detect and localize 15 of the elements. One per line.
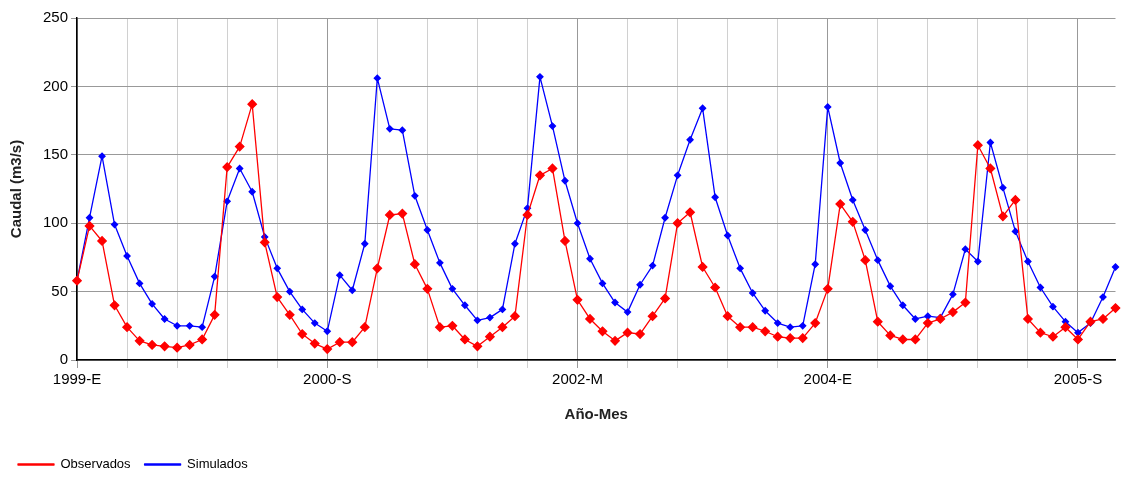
y-tick-label: 150 bbox=[43, 144, 69, 162]
legend-label: Observados bbox=[60, 456, 132, 472]
y-tick-label: 100 bbox=[43, 213, 69, 231]
x-tick-label: 2004-E bbox=[803, 370, 852, 388]
x-tick-label: 1999-E bbox=[52, 370, 102, 388]
y-tick-label: 50 bbox=[51, 281, 69, 299]
x-tick-label: 2005-S bbox=[1053, 370, 1103, 388]
x-axis-title: Año-Mes bbox=[564, 405, 628, 423]
x-tick-label: 2002-M bbox=[552, 370, 603, 388]
y-tick-label: 250 bbox=[43, 8, 69, 26]
legend-label: Simulados bbox=[187, 456, 249, 472]
y-tick-label: 0 bbox=[59, 350, 69, 368]
y-axis-title: Caudal (m3/s) bbox=[7, 139, 25, 239]
x-tick-label: 2000-S bbox=[303, 370, 352, 388]
y-tick-label: 200 bbox=[43, 76, 69, 94]
